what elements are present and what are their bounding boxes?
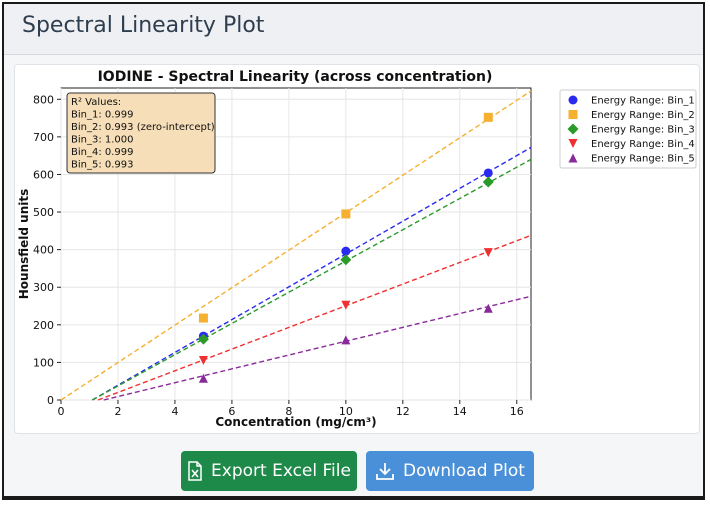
- x-axis-ticks: 0 2 4 6 8 10 12 14 16: [58, 400, 524, 418]
- legend-marker-bin-4: [568, 139, 578, 148]
- annotation-line: Bin_1: 0.999: [71, 110, 134, 121]
- data-point-bin-5: [341, 335, 351, 345]
- annotation-line: Bin_4: 0.999: [71, 147, 134, 158]
- y-tick-label: 600: [33, 168, 54, 181]
- x-tick-label: 0: [58, 405, 65, 418]
- excel-file-icon: [188, 461, 202, 481]
- legend-box: [559, 89, 697, 169]
- fit-line-bin-3: [91, 158, 532, 401]
- fit-line-bin-1: [91, 146, 532, 401]
- y-tick-label: 200: [33, 319, 54, 332]
- data-point-bin-4: [483, 248, 493, 258]
- data-point-bin-3: [482, 176, 494, 188]
- data-point-bin-2: [198, 313, 208, 323]
- legend-marker-bin-5: [568, 153, 578, 163]
- legend-marker-bin-3: [567, 123, 579, 135]
- data-point-bin-1: [483, 168, 493, 178]
- annotation-line: Bin_2: 0.993 (zero-intercept): [71, 122, 215, 133]
- annotation-box: [66, 92, 216, 174]
- x-tick-label: 6: [228, 405, 235, 418]
- fit-line-bin-4: [97, 234, 532, 401]
- x-tick-label: 4: [171, 405, 178, 418]
- legend-label-bin-1: Energy Range: Bin_1: [591, 96, 695, 107]
- page-title: Spectral Linearity Plot: [22, 13, 265, 38]
- page-header: Spectral Linearity Plot: [4, 4, 703, 55]
- legend-label-bin-2: Energy Range: Bin_2: [591, 110, 695, 121]
- annotation-line: Bin_3: 1.000: [71, 135, 134, 146]
- x-tick-label: 14: [453, 405, 467, 418]
- app-window: Spectral Linearity Plot IODINE - Spectra…: [2, 2, 705, 500]
- legend-label-bin-3: Energy Range: Bin_3: [591, 125, 695, 136]
- download-plot-label: Download Plot: [403, 461, 525, 481]
- legend-label-bin-5: Energy Range: Bin_5: [591, 154, 695, 165]
- data-point-bin-5: [483, 303, 493, 313]
- y-tick-label: 500: [33, 206, 54, 219]
- x-tick-label: 2: [114, 405, 121, 418]
- legend-label-bin-4: Energy Range: Bin_4: [591, 139, 695, 150]
- data-point-bin-3: [197, 333, 209, 345]
- y-tick-label: 100: [33, 356, 54, 369]
- fit-lines: [60, 90, 532, 401]
- y-tick-label: 800: [33, 93, 54, 106]
- legend-marker-bin-1: [568, 95, 578, 105]
- data-point-bin-3: [340, 254, 352, 266]
- data-point-bin-4: [341, 300, 351, 310]
- export-excel-button[interactable]: Export Excel File: [181, 451, 357, 491]
- y-axis-label: Hounsfield units: [17, 189, 31, 300]
- plot-card: IODINE - Spectral Linearity (across conc…: [14, 64, 700, 434]
- y-tick-label: 400: [33, 244, 54, 257]
- y-tick-label: 0: [47, 394, 54, 407]
- export-excel-label: Export Excel File: [211, 461, 351, 481]
- x-tick-label: 8: [285, 405, 292, 418]
- x-tick-label: 16: [510, 405, 524, 418]
- chart-legend: Energy Range: Bin_1 Energy Range: Bin_2 En…: [559, 89, 697, 169]
- data-points: [197, 112, 494, 383]
- download-plot-button[interactable]: Download Plot: [366, 451, 534, 491]
- download-icon: [376, 463, 394, 480]
- data-point-bin-2: [341, 209, 351, 219]
- y-tick-label: 700: [33, 131, 54, 144]
- fit-line-bin-2: [60, 90, 532, 401]
- data-point-bin-2: [483, 112, 493, 122]
- legend-marker-bin-2: [568, 110, 578, 119]
- divider: [4, 496, 703, 498]
- x-axis-label: Concentration (mg/cm³): [215, 415, 376, 429]
- linearity-chart: IODINE - Spectral Linearity (across conc…: [17, 69, 697, 429]
- chart-title: IODINE - Spectral Linearity (across conc…: [98, 69, 493, 85]
- data-point-bin-5: [198, 373, 208, 383]
- data-point-bin-1: [341, 246, 351, 256]
- data-point-bin-4: [198, 356, 208, 366]
- annotation-line: Bin_5: 0.993: [71, 160, 134, 171]
- y-axis-ticks: 0 100 200 300 400 500 600 700 800: [33, 93, 61, 407]
- fit-line-bin-5: [103, 295, 532, 401]
- x-tick-label: 12: [396, 405, 410, 418]
- x-tick-label: 10: [339, 405, 353, 418]
- annotation-title: R² Values:: [71, 97, 121, 108]
- y-tick-label: 300: [33, 281, 54, 294]
